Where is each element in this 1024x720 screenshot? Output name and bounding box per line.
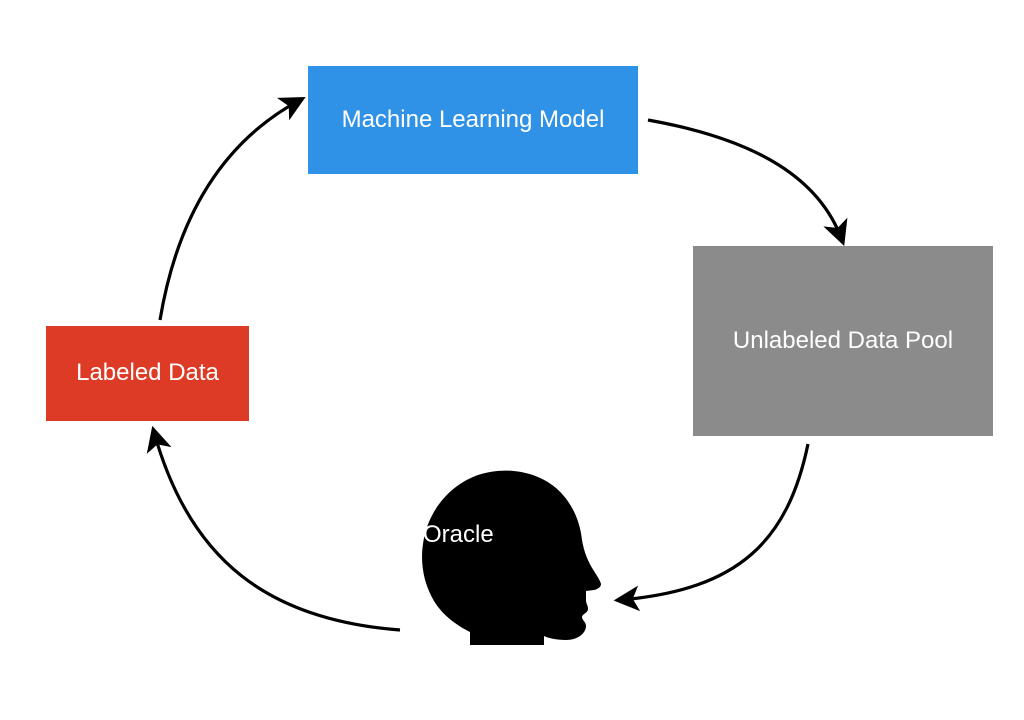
oracle-head-icon <box>422 471 601 645</box>
node-oracle-label: Oracle <box>423 521 494 549</box>
arrow-model-to-unlabeled <box>648 120 842 240</box>
node-labeled-data: Labeled Data <box>46 326 249 421</box>
arrow-labeled-to-model <box>160 100 300 320</box>
node-unlabeled-pool: Unlabeled Data Pool <box>693 246 993 436</box>
diagram-stage: Machine Learning Model Unlabeled Data Po… <box>0 0 1024 720</box>
oracle-label-text: Oracle <box>423 521 494 548</box>
node-ml-model-label: Machine Learning Model <box>342 106 605 135</box>
arrow-oracle-to-labeled <box>154 432 400 630</box>
node-unlabeled-pool-label: Unlabeled Data Pool <box>733 327 953 356</box>
node-labeled-data-label: Labeled Data <box>76 359 219 388</box>
node-ml-model: Machine Learning Model <box>308 66 638 174</box>
arrow-unlabeled-to-oracle <box>620 444 808 600</box>
